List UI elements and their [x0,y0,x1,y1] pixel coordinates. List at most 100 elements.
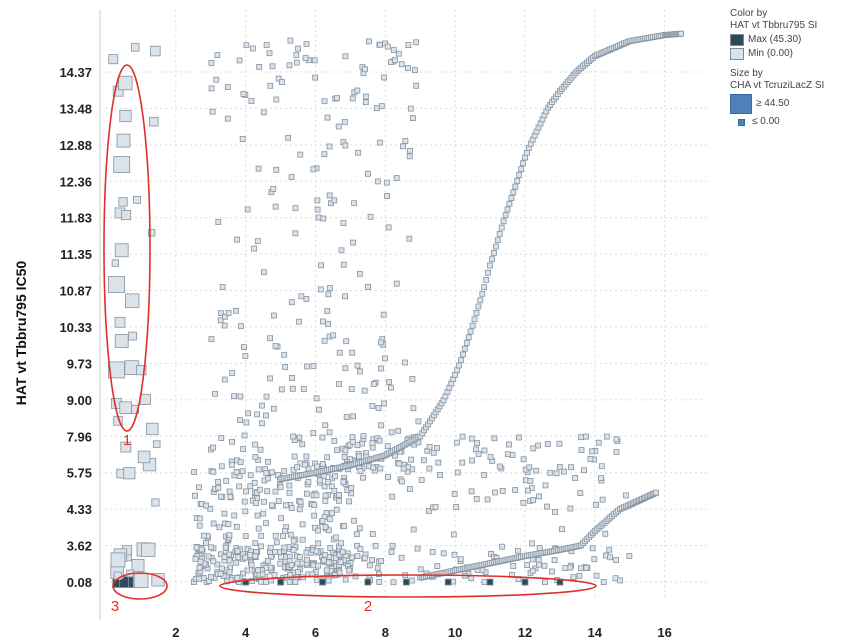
data-point [221,554,228,560]
data-point [221,376,228,383]
data-point [288,562,295,568]
curve-point [452,371,459,378]
data-point [242,554,249,561]
data-point [244,206,251,213]
data-point [327,545,334,551]
large-point [114,334,129,348]
data-point [395,427,402,434]
data-point [349,434,356,441]
data-point [248,561,255,568]
data-point [348,554,355,561]
data-point [313,577,320,583]
data-point [409,115,416,121]
data-point [589,448,595,455]
data-point [270,185,277,192]
data-point [310,562,317,569]
data-point [603,433,610,440]
data-point [244,567,251,574]
data-point [378,558,385,564]
data-point [275,498,282,505]
data-point [294,560,301,567]
data-point [278,515,285,522]
data-point [226,488,233,495]
curve-point [469,322,476,329]
data-point [252,441,259,448]
data-point [544,503,550,510]
data-point [341,119,348,125]
data-point [572,474,579,481]
data-point [334,447,340,454]
data-point [331,197,338,204]
data-point [215,484,222,491]
data-point [198,546,205,553]
curve-point [506,200,513,207]
data-point [536,493,542,500]
data-point [237,417,244,424]
data-point [626,553,633,559]
curve-point [459,351,466,358]
data-point [255,457,262,463]
curve-point [489,256,495,263]
data-point [316,477,323,484]
data-point [377,139,383,146]
data-point [509,452,516,458]
data-point [623,492,629,499]
high-si-point [486,578,494,586]
data-point [357,546,364,552]
curve-point [461,345,468,352]
data-point [218,493,224,500]
curve-point [502,212,509,219]
data-point [617,577,623,584]
data-point [547,469,554,476]
data-point [259,420,265,427]
data-point [535,442,541,449]
data-point [398,478,405,485]
data-point [340,479,347,485]
large-point [114,243,129,258]
x-tick-label: 16 [657,625,671,640]
data-point [292,579,299,585]
data-point [321,483,328,490]
data-point [249,578,255,584]
data-point [332,473,339,480]
data-point [213,76,220,83]
data-point [388,549,395,555]
y-tick-label: 14.37 [59,65,92,80]
data-point [535,557,542,563]
data-point [272,532,279,539]
data-point [474,440,480,447]
curve-point [473,309,480,316]
data-point [426,443,433,450]
data-point [242,352,249,359]
data-point [294,569,301,575]
data-points [108,30,684,588]
high-si-point [444,578,452,586]
data-point [408,577,415,584]
data-point [529,540,535,547]
data-point [326,192,333,199]
data-point [263,579,269,585]
data-point [384,43,391,50]
data-point [406,153,413,160]
data-point [282,363,289,370]
data-point [450,531,457,538]
data-point [221,322,228,329]
annotation-label: 3 [111,598,119,615]
y-axis-label: HAT vt Tbbru795 IC50 [13,261,29,406]
data-point [290,537,297,544]
data-point [354,362,361,369]
data-point [260,109,267,116]
data-point [515,547,521,554]
data-point [384,443,391,450]
data-point [613,436,620,443]
data-point [372,543,379,549]
data-point [366,562,373,569]
data-point [295,45,302,52]
data-point [326,143,333,150]
legend-size-min: ≤ 0.00 [730,116,842,128]
data-point [453,504,460,510]
data-point [533,467,540,474]
data-point [600,579,607,585]
data-point [524,487,531,494]
data-point [286,482,293,489]
